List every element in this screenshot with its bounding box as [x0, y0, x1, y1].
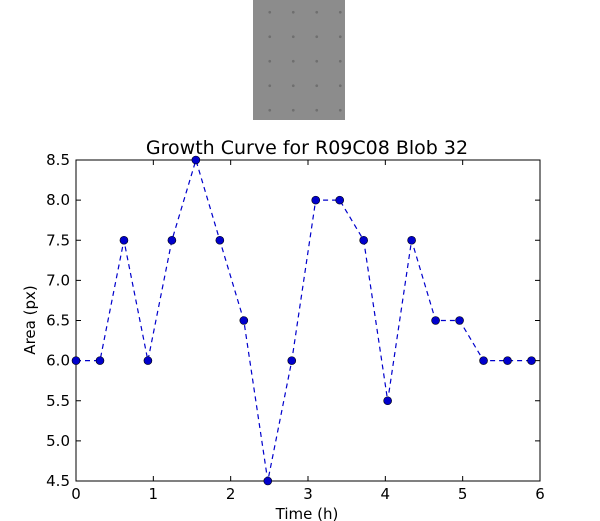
data-point [167, 235, 177, 245]
data-point [455, 316, 464, 325]
x-tick-label: 0 [71, 485, 81, 503]
plot-frame [75, 159, 541, 482]
y-axis-label: Area (px) [21, 285, 39, 354]
y-tick-label: 7.0 [46, 271, 70, 289]
x-tick-label: 4 [381, 485, 391, 503]
data-point [239, 316, 249, 325]
data-point [527, 356, 536, 365]
y-tick-label: 8.5 [46, 151, 70, 169]
y-tick-label: 4.5 [46, 472, 70, 490]
x-axis-label: Time (h) [275, 505, 339, 521]
series-line [76, 157, 532, 482]
data-point [287, 356, 297, 365]
data-point [71, 356, 81, 365]
x-tick-label: 5 [458, 485, 468, 503]
y-tick-label: 6.0 [46, 352, 70, 370]
data-point [383, 396, 392, 406]
data-point [335, 195, 345, 205]
x-tick-label: 6 [535, 485, 545, 503]
data-point [311, 195, 321, 205]
data-point [503, 356, 512, 365]
data-point [263, 476, 273, 486]
data-point [95, 356, 105, 365]
y-tick-label: 7.5 [46, 231, 70, 249]
data-point [407, 235, 416, 245]
y-tick-label: 6.5 [46, 312, 70, 330]
y-tick-label: 8.0 [46, 191, 70, 209]
data-point [215, 235, 225, 245]
x-tick-label: 1 [149, 485, 159, 503]
x-tick-label: 3 [303, 485, 313, 503]
data-point [431, 316, 440, 325]
chart-title: Growth Curve for R09C08 Blob 32 [146, 137, 468, 159]
y-tick-label: 5.0 [46, 432, 70, 450]
y-tick-label: 5.5 [46, 392, 70, 410]
data-point [119, 235, 129, 245]
blob-thumbnail-image [253, 0, 345, 120]
data-point [143, 356, 153, 365]
data-point [359, 235, 368, 245]
data-point [479, 356, 488, 365]
plot-layer: 0 1 2 3 4 5 6 4.5 5.0 5.5 6.0 6.5 7.0 7.5 8.0 8.5 [46, 151, 545, 503]
data-point [191, 155, 201, 165]
x-tick-label: 2 [226, 485, 236, 503]
